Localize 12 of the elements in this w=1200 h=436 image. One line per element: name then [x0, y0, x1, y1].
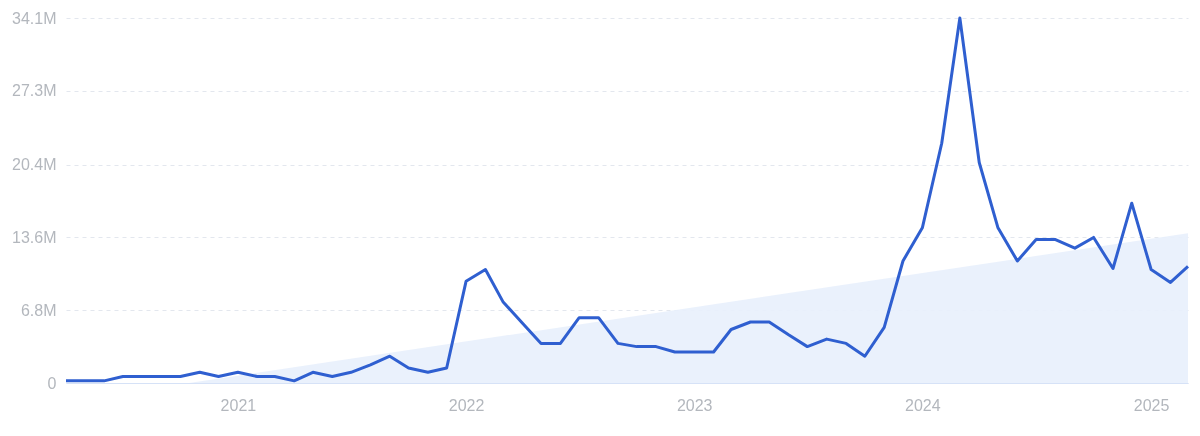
x-tick-label: 2022	[448, 396, 485, 414]
y-tick-label: 20.4M	[12, 156, 57, 174]
x-tick-label: 2023	[676, 396, 713, 414]
x-tick-label: 2024	[905, 396, 941, 414]
y-tick-label: 34.1M	[12, 9, 57, 27]
y-tick-label: 6.8M	[20, 301, 57, 319]
line-series	[64, 16, 1190, 383]
x-tick-label: 2021	[220, 396, 257, 414]
y-tick-label: 0	[47, 374, 57, 392]
y-tick-label: 27.3M	[12, 82, 57, 100]
y-tick-label: 13.6M	[12, 228, 57, 246]
x-tick-label: 2025	[1133, 396, 1170, 414]
